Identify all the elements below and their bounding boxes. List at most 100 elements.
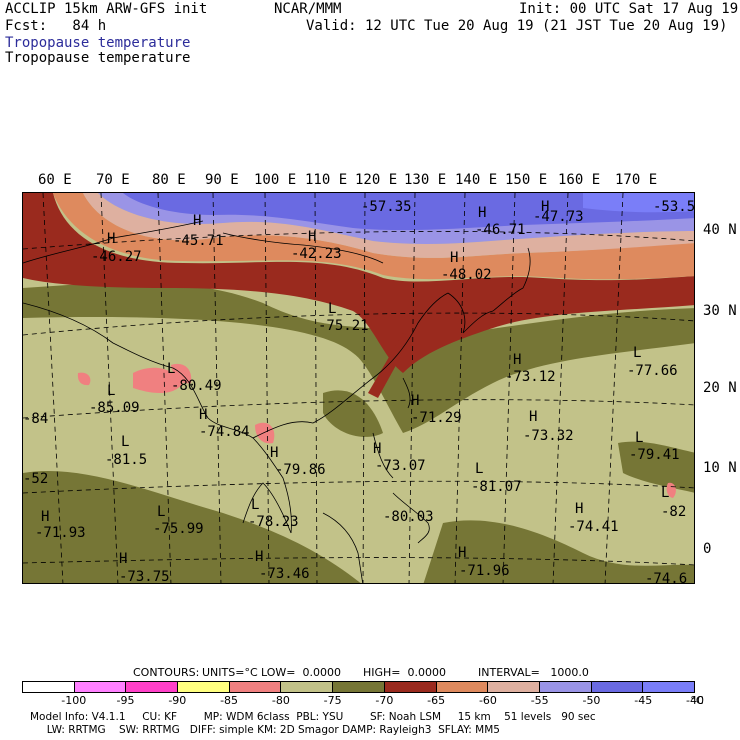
extremum-value: -73.07 xyxy=(375,458,426,474)
extremum-mark: H xyxy=(450,250,459,266)
extremum-mark: L xyxy=(633,345,642,361)
extremum-mark: L xyxy=(167,361,176,377)
shade-blob-dark-olive xyxy=(423,520,694,583)
extremum-mark: L xyxy=(328,301,337,317)
shade-blob-dark-olive xyxy=(23,471,361,583)
init-time: Init: 00 UTC Sat 17 Aug 19 xyxy=(519,1,739,17)
extremum-value: -74.41 xyxy=(568,519,619,535)
colorbar-tick-label: -50 xyxy=(582,694,601,707)
extremum-mark: H xyxy=(270,445,279,461)
shade-core-blue xyxy=(123,193,694,231)
lon-label: 130 E xyxy=(404,172,447,188)
shade-streak-dark-red xyxy=(368,333,411,398)
extremum-value: -73.75 xyxy=(119,569,170,584)
extremum-value: -52 xyxy=(23,471,49,487)
extremum-value: -57.35 xyxy=(361,199,412,215)
colorbar-swatch xyxy=(591,682,644,692)
extremum-value: -74.84 xyxy=(199,424,250,440)
extremum-mark: H xyxy=(373,441,382,457)
lon-label: 80 E xyxy=(152,172,186,188)
shade-band-dark-red xyxy=(23,193,694,373)
colorbar-swatch xyxy=(126,682,179,692)
lon-label: 120 E xyxy=(355,172,398,188)
extremum-value: -53.5 xyxy=(653,199,695,215)
shaded-field-title: Tropopause temperature xyxy=(5,35,191,51)
extremum-value: -46.27 xyxy=(91,249,142,265)
colorbar-unit: °C xyxy=(690,694,704,707)
extremum-mark: L xyxy=(475,461,484,477)
extremum-mark: L xyxy=(121,434,130,450)
colorbar-swatch xyxy=(23,682,75,692)
extremum-value: -48.02 xyxy=(441,267,492,283)
extremum-value: -46.71 xyxy=(475,222,526,238)
extremum-value: -47.73 xyxy=(533,209,584,225)
shade-patch-salmon xyxy=(255,422,275,444)
extremum-value: -77.66 xyxy=(627,363,678,379)
contour-high: HIGH= 0.0000 xyxy=(363,666,447,679)
extremum-mark: H xyxy=(119,551,128,567)
extremum-value: -84 xyxy=(23,411,49,427)
model-info-line-2: LW: RRTMG SW: RRTMG DIFF: simple KM: 2D … xyxy=(30,724,500,736)
extremum-value: -73.46 xyxy=(259,566,310,582)
tropopause-temperature-field xyxy=(23,193,694,583)
extremum-mark: H xyxy=(478,205,487,221)
colorbar-tick-label: -85 xyxy=(220,694,239,707)
extremum-mark: H xyxy=(575,501,584,517)
lat-label: 10 N xyxy=(703,460,737,476)
extremum-mark: H xyxy=(41,509,50,525)
extremum-mark: H xyxy=(513,352,522,368)
extremum-mark: L xyxy=(157,504,166,520)
extremum-mark: L xyxy=(661,485,670,501)
extremum-value: -71.29 xyxy=(411,410,462,426)
shade-band-dark-olive xyxy=(23,282,694,433)
extremum-value: -73.32 xyxy=(523,428,574,444)
lon-label: 150 E xyxy=(505,172,548,188)
extremum-mark: H xyxy=(541,199,550,215)
extremum-value: -71.96 xyxy=(459,563,510,579)
map-panel: H -46.27 H -45.71 H -42.23 -57.35 H -46.… xyxy=(22,192,695,584)
lon-label: 140 E xyxy=(455,172,498,188)
lat-label: 20 N xyxy=(703,380,737,396)
extremum-mark: H xyxy=(107,231,116,247)
colorbar-tick-label: -45 xyxy=(634,694,653,707)
graticule xyxy=(23,193,694,583)
colorbar-tick-label: -40 xyxy=(686,694,704,707)
extremum-value: -71.93 xyxy=(35,525,86,541)
extremum-mark: L xyxy=(107,383,116,399)
extremum-value: -75.99 xyxy=(153,521,204,537)
lon-label: 60 E xyxy=(38,172,72,188)
coastlines xyxy=(23,220,531,583)
shade-patch-salmon xyxy=(77,372,91,386)
extremum-mark: H xyxy=(411,393,420,409)
lat-label: 0 xyxy=(703,541,712,557)
colorbar-swatch xyxy=(539,682,592,692)
extremum-value: -81.5 xyxy=(105,452,148,468)
colorbar-tick-label: -75 xyxy=(323,694,342,707)
colorbar-tick-label: -90 xyxy=(168,694,187,707)
extremum-mark: H xyxy=(199,407,208,423)
colorbar-tick-label: -60 xyxy=(478,694,497,707)
lat-label: 40 N xyxy=(703,222,737,238)
lon-label: 160 E xyxy=(558,172,601,188)
lon-label: 170 E xyxy=(615,172,658,188)
colorbar-swatch xyxy=(643,682,694,692)
shade-band-orange xyxy=(53,193,694,280)
lon-label: 90 E xyxy=(205,172,239,188)
colorbar-tick-label: -70 xyxy=(375,694,394,707)
extremum-value: -81.07 xyxy=(471,479,522,495)
extremum-value: -82 xyxy=(661,504,687,520)
forecast-hour: Fcst: 84 h xyxy=(5,18,107,34)
extremum-mark: H xyxy=(458,545,467,561)
extremum-mark: L xyxy=(635,430,644,446)
field-title: Tropopause temperature xyxy=(5,50,191,66)
extremum-value: -73.12 xyxy=(505,369,556,385)
extremum-value: -42.23 xyxy=(291,246,342,262)
colorbar-tick-label: -100 xyxy=(61,694,87,707)
colorbar-tick-label: -65 xyxy=(427,694,446,707)
extremum-value: -78.23 xyxy=(248,514,299,530)
extremum-value: -80.49 xyxy=(171,378,222,394)
colorbar-swatch xyxy=(178,682,230,692)
extremum-mark: H xyxy=(308,229,317,245)
shade-core-bright-blue xyxy=(583,193,694,213)
colorbar-swatch xyxy=(333,682,385,692)
